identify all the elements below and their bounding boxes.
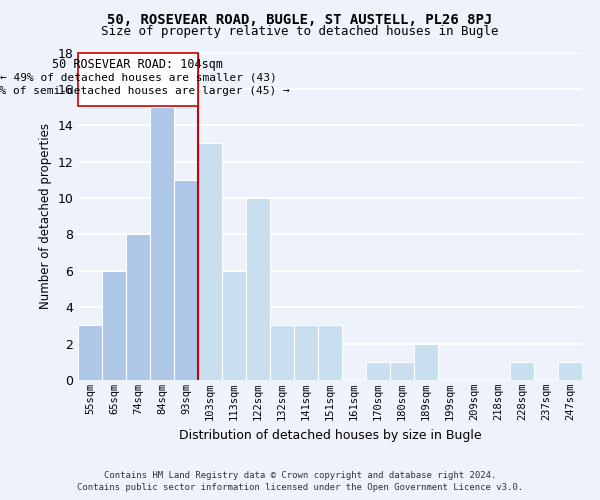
Bar [414, 344, 438, 380]
Bar [510, 362, 534, 380]
Text: ← 49% of detached houses are smaller (43): ← 49% of detached houses are smaller (43… [0, 72, 277, 83]
Text: 50 ROSEVEAR ROAD: 104sqm: 50 ROSEVEAR ROAD: 104sqm [53, 58, 223, 71]
Bar [150, 107, 174, 380]
Text: 50, ROSEVEAR ROAD, BUGLE, ST AUSTELL, PL26 8PJ: 50, ROSEVEAR ROAD, BUGLE, ST AUSTELL, PL… [107, 12, 493, 26]
Bar [102, 271, 126, 380]
Bar [318, 326, 342, 380]
X-axis label: Distribution of detached houses by size in Bugle: Distribution of detached houses by size … [179, 428, 481, 442]
Bar [246, 198, 270, 380]
Bar [198, 144, 222, 380]
Bar [78, 52, 198, 106]
Bar [78, 326, 102, 380]
Text: Size of property relative to detached houses in Bugle: Size of property relative to detached ho… [101, 25, 499, 38]
Bar [270, 326, 294, 380]
Bar [558, 362, 582, 380]
Bar [126, 234, 150, 380]
Bar [390, 362, 414, 380]
Bar [366, 362, 390, 380]
Text: 51% of semi-detached houses are larger (45) →: 51% of semi-detached houses are larger (… [0, 86, 290, 96]
Bar [222, 271, 246, 380]
Y-axis label: Number of detached properties: Number of detached properties [39, 123, 52, 309]
Bar [294, 326, 318, 380]
Bar [174, 180, 198, 380]
Text: Contains HM Land Registry data © Crown copyright and database right 2024.
Contai: Contains HM Land Registry data © Crown c… [77, 471, 523, 492]
